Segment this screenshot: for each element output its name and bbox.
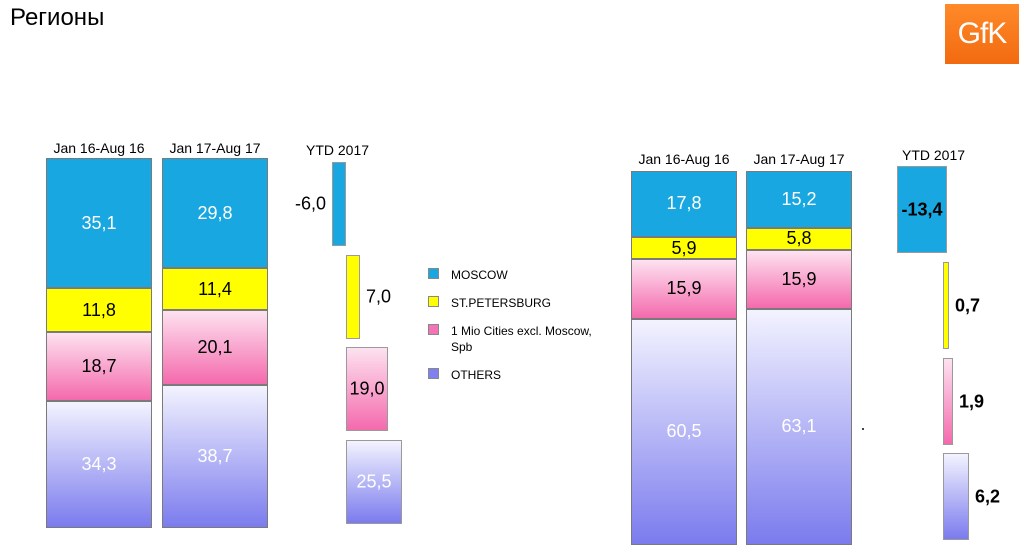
offline-bar-segment-1-mio-cities-excl-moscow-spb: 15,9 [631, 259, 737, 319]
online-ytd-value-moscow: -6,0 [294, 193, 326, 214]
online-bar-segment-st-petersburg: 11,4 [162, 268, 268, 311]
offline-ytd-bar-others [943, 453, 969, 540]
offline-category-label: Jan 17-Aug 17 [753, 151, 845, 167]
gfk-logo: GfK [945, 4, 1019, 64]
offline-bar-segment-moscow: 15,2 [746, 171, 852, 228]
online-bar-segment-others: 34,3 [46, 401, 152, 528]
offline-ytd-bar-st-petersburg [943, 262, 949, 349]
offline-ytd-bar-moscow [897, 166, 947, 253]
online-bar-segment-st-petersburg: 11,8 [46, 288, 152, 332]
online-ytd-bar-others [346, 440, 402, 524]
legend-item-others: OTHERS [428, 367, 601, 383]
legend-swatch-moscow [428, 268, 439, 279]
online-ytd-label: YTD 2017 [306, 142, 370, 158]
offline-ytd-value-1-mio-cities-excl-moscow-spb: 1,9 [959, 391, 985, 411]
offline-bar-segment-1-mio-cities-excl-moscow-spb: 15,9 [746, 249, 852, 309]
legend-swatch-others [428, 368, 439, 379]
offline-bar-segment-others: 63,1 [746, 309, 852, 545]
legend-item-st-petersburg: ST.PETERSBURG [428, 295, 601, 311]
online-ytd-bar-1-mio-cities-excl-moscow-spb [346, 347, 388, 431]
online-category-label: Jan 16-Aug 16 [53, 140, 145, 156]
offline-ytd-label: YTD 2017 [902, 147, 966, 163]
online-ytd-value-others: 25,5 [356, 471, 392, 492]
online-ytd-value-1-mio-cities-excl-moscow-spb: 19,0 [349, 378, 385, 399]
legend-item-mio-cities: 1 Mio Cities excl. Moscow, Spb [428, 323, 601, 355]
offline-ytd-bar-1-mio-cities-excl-moscow-spb [943, 358, 953, 445]
legend-swatch-mio-cities [428, 324, 439, 335]
online-ytd-value-st-petersburg: 7,0 [366, 286, 392, 307]
offline-ytd-value-st-petersburg: 0,7 [955, 295, 981, 315]
offline-bar-segment-others: 60,5 [631, 318, 737, 545]
online-ytd-bar-moscow [332, 162, 346, 246]
offline-bar-segment-st-petersburg: 5,8 [746, 227, 852, 250]
legend-label-moscow: MOSCOW [451, 268, 508, 282]
online-bar-segment-1-mio-cities-excl-moscow-spb: 20,1 [162, 310, 268, 385]
offline-ytd-value-others: 6,2 [975, 486, 1001, 506]
offline-bar-segment-moscow: 17,8 [631, 170, 737, 238]
legend-swatch-st-petersburg [428, 296, 439, 307]
online-bar-segment-moscow: 29,8 [162, 158, 268, 269]
offline-category-label: Jan 16-Aug 16 [638, 151, 730, 167]
online-bar-segment-1-mio-cities-excl-moscow-spb: 18,7 [46, 331, 152, 402]
online-category-label: Jan 17-Aug 17 [169, 140, 261, 156]
online-bar-segment-moscow: 35,1 [46, 158, 152, 289]
legend-label-mio-cities: 1 Mio Cities excl. Moscow, Spb [451, 324, 592, 354]
legend-item-moscow: MOSCOW [428, 267, 601, 283]
offline-bar-segment-st-petersburg: 5,9 [631, 237, 737, 260]
online-bar-segment-others: 38,7 [162, 384, 268, 528]
stray-dot [862, 428, 864, 430]
legend-label-st-petersburg: ST.PETERSBURG [451, 296, 552, 310]
offline-ytd-value-moscow: -13,4 [901, 199, 943, 219]
legend: MOSCOW ST.PETERSBURG 1 Mio Cities excl. … [428, 267, 601, 395]
legend-label-others: OTHERS [451, 368, 502, 382]
page-title: Регионы [10, 4, 105, 31]
online-ytd-bar-st-petersburg [346, 255, 360, 339]
